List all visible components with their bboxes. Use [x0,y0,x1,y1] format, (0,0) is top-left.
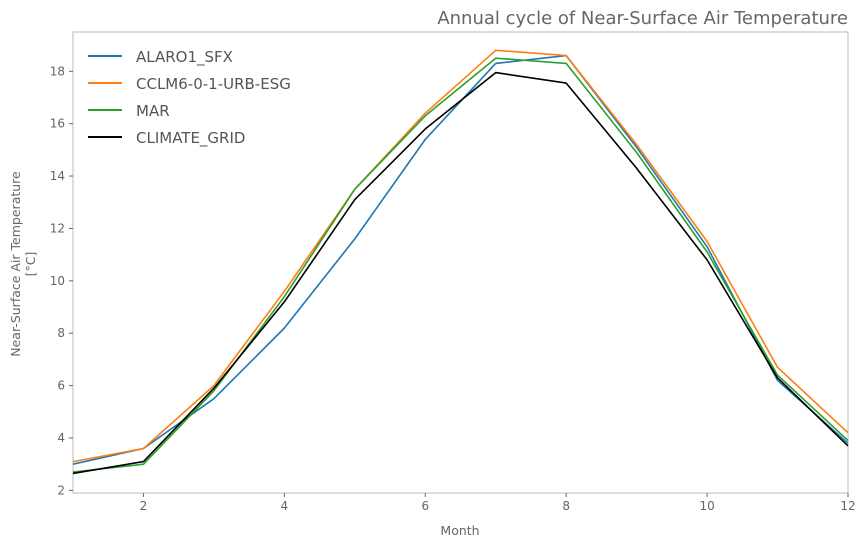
series-line-climate-grid [72,71,849,475]
y-axis-label: Near-Surface Air Temperature [°C] [8,171,38,357]
y-tick-label: 8 [57,326,65,340]
x-tick-label: 6 [421,499,429,513]
y-tick-label: 10 [50,274,65,288]
y-tick-label: 6 [57,379,65,393]
series-layer [72,49,849,475]
legend-label-cclm6-0-1-urb-esg: CCLM6-0-1-URB-ESG [136,75,291,93]
x-tick-label: 12 [840,499,855,513]
y-tick-label: 12 [50,221,65,235]
x-tick-label: 2 [140,499,148,513]
y-axis-label-line-1: Near-Surface Air Temperature [8,171,23,357]
x-tick-label: 8 [562,499,570,513]
x-tick-label: 10 [699,499,714,513]
plot-frame [72,31,849,494]
legend: ALARO1_SFX CCLM6-0-1-URB-ESG MAR CLIMATE_GR… [88,48,291,148]
legend-label-alaro1-sfx: ALARO1_SFX [136,48,233,67]
y-tick-label: 4 [57,431,65,445]
x-tick-label: 4 [281,499,289,513]
series-line-mar [72,57,849,473]
y-axis: 2 4 6 8 10 12 14 16 18 [50,64,73,497]
series-line-cclm6-0-1-urb-esg [72,49,849,463]
y-tick-label: 16 [50,117,65,131]
plot-border [72,31,849,494]
series-line-alaro1-sfx [72,54,849,465]
y-tick-label: 2 [57,483,65,497]
legend-label-mar: MAR [136,102,170,120]
y-tick-label: 18 [50,64,65,78]
legend-label-climate-grid: CLIMATE_GRID [136,129,245,148]
y-axis-label-line-2: [°C] [23,252,38,277]
y-tick-label: 14 [50,169,65,183]
chart-title: Annual cycle of Near-Surface Air Tempera… [437,8,848,29]
x-axis: 2 4 6 8 10 12 [140,493,856,513]
x-axis-label: Month [440,523,479,538]
